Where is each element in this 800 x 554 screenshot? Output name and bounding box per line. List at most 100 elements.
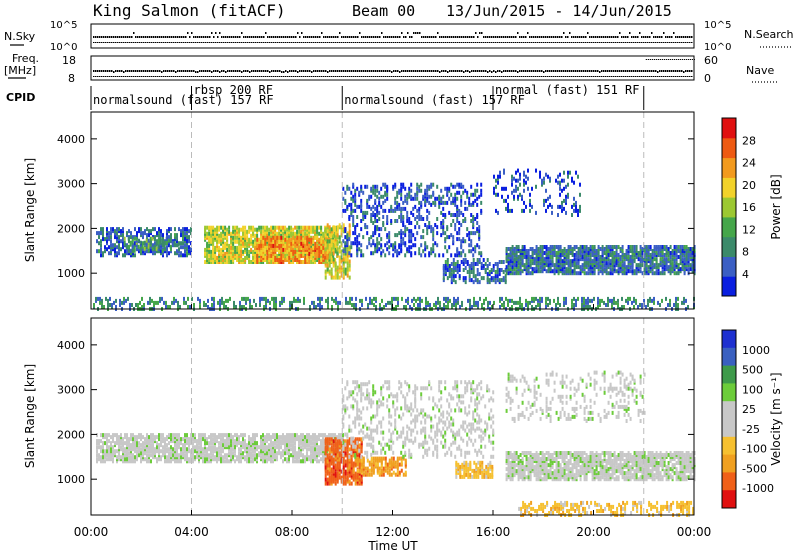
heatmap-cell bbox=[570, 259, 572, 263]
nsky-point bbox=[481, 32, 483, 34]
nsky-point bbox=[537, 36, 539, 38]
heatmap-cell bbox=[183, 301, 185, 305]
nsearch-point bbox=[561, 42, 563, 43]
nsky-point bbox=[151, 36, 153, 38]
heatmap-cell bbox=[562, 263, 564, 267]
heatmap-cell bbox=[438, 201, 440, 205]
freq-point bbox=[449, 70, 451, 72]
heatmap-cell bbox=[126, 231, 128, 235]
heatmap-cell bbox=[100, 239, 102, 243]
nave-point bbox=[315, 76, 317, 77]
heatmap-cell bbox=[272, 236, 274, 240]
heatmap-cell bbox=[546, 269, 548, 273]
nsky-point bbox=[501, 36, 503, 38]
nave-point bbox=[689, 76, 691, 77]
nave-point bbox=[633, 76, 635, 77]
nsky-point bbox=[547, 36, 549, 38]
freq-point bbox=[351, 70, 353, 72]
nsky-point bbox=[683, 36, 685, 38]
heatmap-cell bbox=[523, 209, 525, 213]
heatmap-cell bbox=[410, 229, 412, 233]
heatmap-cell bbox=[517, 195, 519, 199]
heatmap-cell bbox=[449, 264, 451, 268]
heatmap-cell bbox=[582, 255, 584, 259]
heatmap-cell bbox=[360, 209, 362, 213]
nave-point bbox=[611, 76, 613, 77]
heatmap-cell bbox=[416, 215, 418, 219]
heatmap-cell bbox=[535, 169, 537, 173]
heatmap-cell bbox=[410, 221, 412, 225]
heatmap-cell bbox=[284, 258, 286, 262]
heatmap-cell bbox=[473, 280, 475, 284]
nave-point bbox=[421, 76, 423, 77]
nsky-point bbox=[265, 32, 267, 34]
nsearch-point bbox=[355, 42, 357, 43]
heatmap-cell bbox=[598, 245, 600, 249]
nave-point bbox=[645, 76, 647, 77]
heatmap-cell bbox=[616, 259, 618, 263]
heatmap-cell bbox=[472, 193, 474, 197]
heatmap-cell bbox=[318, 226, 320, 230]
heatmap-cell bbox=[464, 239, 466, 243]
heatmap-cell bbox=[222, 226, 224, 230]
nave-point bbox=[485, 76, 487, 77]
nave-point bbox=[563, 76, 565, 77]
cpid-segment-label: normal (fast) 151 RF bbox=[495, 83, 640, 97]
heatmap-cell bbox=[402, 201, 404, 205]
heatmap-cell bbox=[302, 252, 304, 256]
nsearch-point bbox=[287, 42, 289, 43]
heatmap-cell bbox=[374, 207, 376, 211]
heatmap-cell bbox=[333, 239, 335, 243]
freq-point bbox=[611, 70, 613, 72]
heatmap-cell bbox=[420, 189, 422, 193]
nave-point bbox=[497, 76, 499, 77]
heatmap-cell bbox=[378, 227, 380, 231]
freq-point bbox=[503, 70, 505, 72]
freq-point bbox=[231, 70, 233, 72]
nave-point bbox=[143, 76, 145, 77]
heatmap-cell bbox=[276, 232, 278, 236]
heatmap-cell bbox=[571, 177, 573, 181]
heatmap-cell bbox=[470, 213, 472, 217]
heatmap-cell bbox=[304, 256, 306, 260]
heatmap-cell bbox=[534, 249, 536, 253]
heatmap-cell bbox=[280, 256, 282, 260]
heatmap-cell bbox=[350, 253, 352, 257]
heatmap-cell bbox=[248, 230, 250, 234]
heatmap-cell bbox=[300, 230, 302, 234]
heatmap-cell bbox=[487, 272, 489, 276]
nsky-point bbox=[365, 36, 367, 38]
heatmap-cell bbox=[466, 207, 468, 211]
heatmap-cell bbox=[418, 213, 420, 217]
heatmap-cell bbox=[337, 233, 339, 237]
heatmap-cell bbox=[485, 268, 487, 272]
nave-point bbox=[267, 76, 269, 77]
nave-point bbox=[579, 76, 581, 77]
heatmap-cell bbox=[320, 236, 322, 240]
nave-point bbox=[415, 76, 417, 77]
heatmap-cell bbox=[416, 209, 418, 213]
heatmap-cell bbox=[458, 231, 460, 235]
nsky-point bbox=[469, 36, 471, 38]
heatmap-cell bbox=[507, 209, 509, 213]
heatmap-cell bbox=[566, 255, 568, 259]
heatmap-cell bbox=[165, 301, 167, 305]
nsky-point bbox=[445, 36, 447, 38]
heatmap-cell bbox=[119, 303, 121, 307]
nsky-point bbox=[435, 36, 437, 38]
nave-point bbox=[119, 76, 121, 77]
heatmap-cell bbox=[380, 251, 382, 255]
heatmap-cell bbox=[424, 189, 426, 193]
heatmap-cell bbox=[266, 256, 268, 260]
heatmap-cell bbox=[294, 226, 296, 230]
nave-point bbox=[135, 76, 137, 77]
heatmap-cell bbox=[434, 253, 436, 257]
freq-point bbox=[339, 70, 341, 72]
heatmap-cell bbox=[560, 245, 562, 249]
heatmap-cell bbox=[270, 226, 272, 230]
nsky-point bbox=[95, 36, 97, 38]
freq-point bbox=[533, 70, 535, 72]
heatmap-cell bbox=[475, 278, 477, 282]
freq-point bbox=[187, 70, 189, 72]
heatmap-cell bbox=[358, 191, 360, 195]
